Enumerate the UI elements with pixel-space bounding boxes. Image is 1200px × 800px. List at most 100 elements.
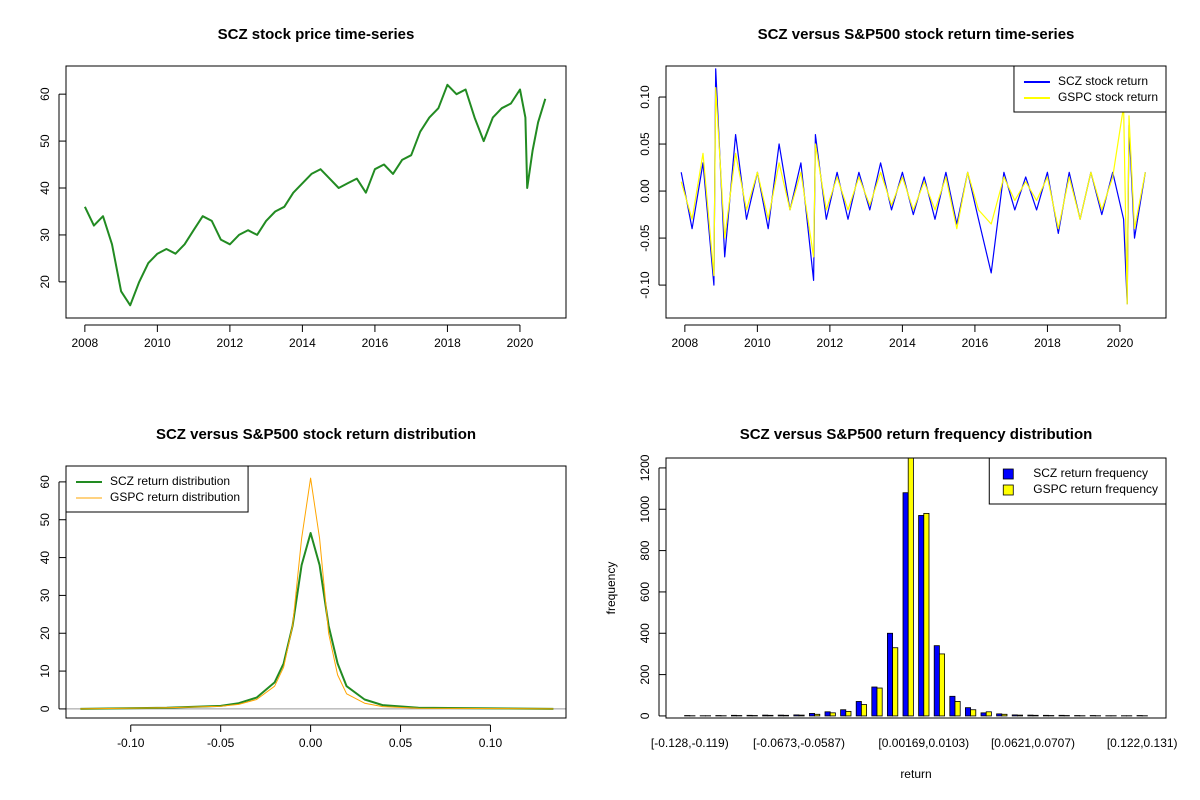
bar bbox=[871, 686, 878, 717]
legend-label: SCZ return distribution bbox=[110, 474, 230, 488]
x-tick-label: -0.05 bbox=[207, 736, 235, 750]
x-tick-label: 0.00 bbox=[299, 736, 323, 750]
x-tick-label: 2016 bbox=[962, 336, 989, 350]
x-tick-label: 2014 bbox=[889, 336, 916, 350]
x-tick-label: 2014 bbox=[289, 336, 316, 350]
bar bbox=[887, 632, 894, 717]
x-tick-label: 2008 bbox=[72, 336, 99, 350]
y-tick-label: 40 bbox=[38, 181, 52, 195]
bar bbox=[985, 711, 992, 717]
x-tick-label: 2020 bbox=[1107, 336, 1134, 350]
chart-title: SCZ versus S&P500 stock return time-seri… bbox=[758, 26, 1075, 43]
legend-label: GSPC return frequency bbox=[1033, 482, 1158, 496]
bar bbox=[809, 713, 816, 717]
plot-area bbox=[66, 477, 566, 710]
x-tick-label: [-0.128,-0.119) bbox=[651, 736, 729, 750]
y-tick-label: 60 bbox=[38, 475, 52, 489]
y-tick-label: 0 bbox=[638, 712, 652, 719]
bar bbox=[793, 714, 800, 717]
x-tick-label: [0.0621,0.0707) bbox=[991, 736, 1075, 750]
legend-label: SCZ stock return bbox=[1058, 74, 1148, 88]
y-tick-label: 800 bbox=[638, 540, 652, 560]
y-tick-label: 30 bbox=[38, 588, 52, 602]
y-tick-label: 200 bbox=[638, 664, 652, 684]
bar bbox=[933, 645, 940, 717]
x-tick-label: 0.05 bbox=[389, 736, 413, 750]
bar bbox=[939, 653, 946, 717]
bar bbox=[855, 701, 862, 717]
bar bbox=[970, 709, 977, 717]
bar bbox=[996, 713, 1003, 717]
legend: SCZ stock return GSPC stock return bbox=[1013, 65, 1167, 113]
plot-frame bbox=[65, 65, 567, 319]
bar bbox=[1043, 714, 1050, 717]
y-tick-label: 10 bbox=[38, 664, 52, 678]
y-tick-label: 400 bbox=[638, 623, 652, 643]
bar bbox=[762, 714, 769, 717]
chart-title: SCZ stock price time-series bbox=[218, 26, 415, 43]
x-tick-label: 2010 bbox=[744, 336, 771, 350]
bar bbox=[824, 711, 831, 717]
legend-label: GSPC return distribution bbox=[110, 490, 240, 504]
y-tick-label: 50 bbox=[38, 513, 52, 527]
bar bbox=[892, 647, 899, 717]
x-tick-label: 0.10 bbox=[479, 736, 503, 750]
bar bbox=[845, 710, 852, 717]
bar bbox=[907, 458, 914, 717]
bar bbox=[902, 492, 909, 717]
y-tick-label: 40 bbox=[38, 551, 52, 565]
chart-title: SCZ versus S&P500 return frequency distr… bbox=[740, 426, 1093, 443]
x-tick-label: 2018 bbox=[1034, 336, 1061, 350]
legend: SCZ return frequency GSPC return frequenc… bbox=[988, 457, 1167, 505]
bar bbox=[746, 714, 753, 717]
series-line bbox=[80, 477, 554, 710]
x-axis-label: return bbox=[900, 767, 931, 781]
bar bbox=[923, 512, 930, 717]
y-tick-label: 0.10 bbox=[638, 85, 652, 109]
legend-frame bbox=[988, 457, 1167, 505]
x-tick-label: -0.10 bbox=[117, 736, 145, 750]
bar bbox=[1011, 714, 1018, 717]
y-tick-label: 1000 bbox=[638, 496, 652, 523]
legend-label: SCZ return frequency bbox=[1033, 466, 1148, 480]
y-tick-label: 20 bbox=[38, 626, 52, 640]
bar bbox=[829, 712, 836, 717]
x-tick-label: [0.122,0.131) bbox=[1107, 736, 1178, 750]
y-tick-label: -0.05 bbox=[638, 224, 652, 252]
bar bbox=[783, 714, 790, 717]
plot-frame bbox=[665, 457, 1167, 719]
legend: SCZ return distribution GSPC return distr… bbox=[65, 465, 249, 513]
bar bbox=[965, 707, 972, 717]
plot-frame bbox=[665, 65, 1167, 319]
series-line bbox=[80, 532, 554, 710]
x-tick-label: 2020 bbox=[507, 336, 534, 350]
bar bbox=[840, 709, 847, 717]
legend-frame bbox=[65, 465, 249, 513]
legend-swatch bbox=[1002, 484, 1014, 496]
bar bbox=[861, 704, 868, 717]
y-tick-label: 60 bbox=[38, 87, 52, 101]
x-tick-label: [0.00169,0.0103) bbox=[878, 736, 969, 750]
legend-frame bbox=[1013, 65, 1167, 113]
bar bbox=[814, 713, 821, 717]
legend-swatch bbox=[1002, 468, 1014, 480]
x-tick-label: 2016 bbox=[362, 336, 389, 350]
bar bbox=[980, 712, 987, 717]
chart-title: SCZ versus S&P500 stock return distribut… bbox=[156, 426, 476, 443]
y-axis-label: frequency bbox=[604, 562, 618, 615]
x-tick-label: 2012 bbox=[817, 336, 844, 350]
y-tick-label: 0.05 bbox=[638, 132, 652, 156]
plot-area bbox=[684, 458, 1148, 717]
y-tick-label: 20 bbox=[38, 275, 52, 289]
series-line bbox=[680, 87, 1146, 305]
y-tick-label: 0.00 bbox=[638, 179, 652, 203]
plot-frame bbox=[65, 465, 567, 719]
plot-area bbox=[83, 83, 547, 307]
y-tick-label: 600 bbox=[638, 582, 652, 602]
legend-label: GSPC stock return bbox=[1058, 90, 1158, 104]
bar bbox=[1058, 714, 1065, 717]
bar bbox=[1027, 714, 1034, 717]
bar bbox=[949, 695, 956, 717]
